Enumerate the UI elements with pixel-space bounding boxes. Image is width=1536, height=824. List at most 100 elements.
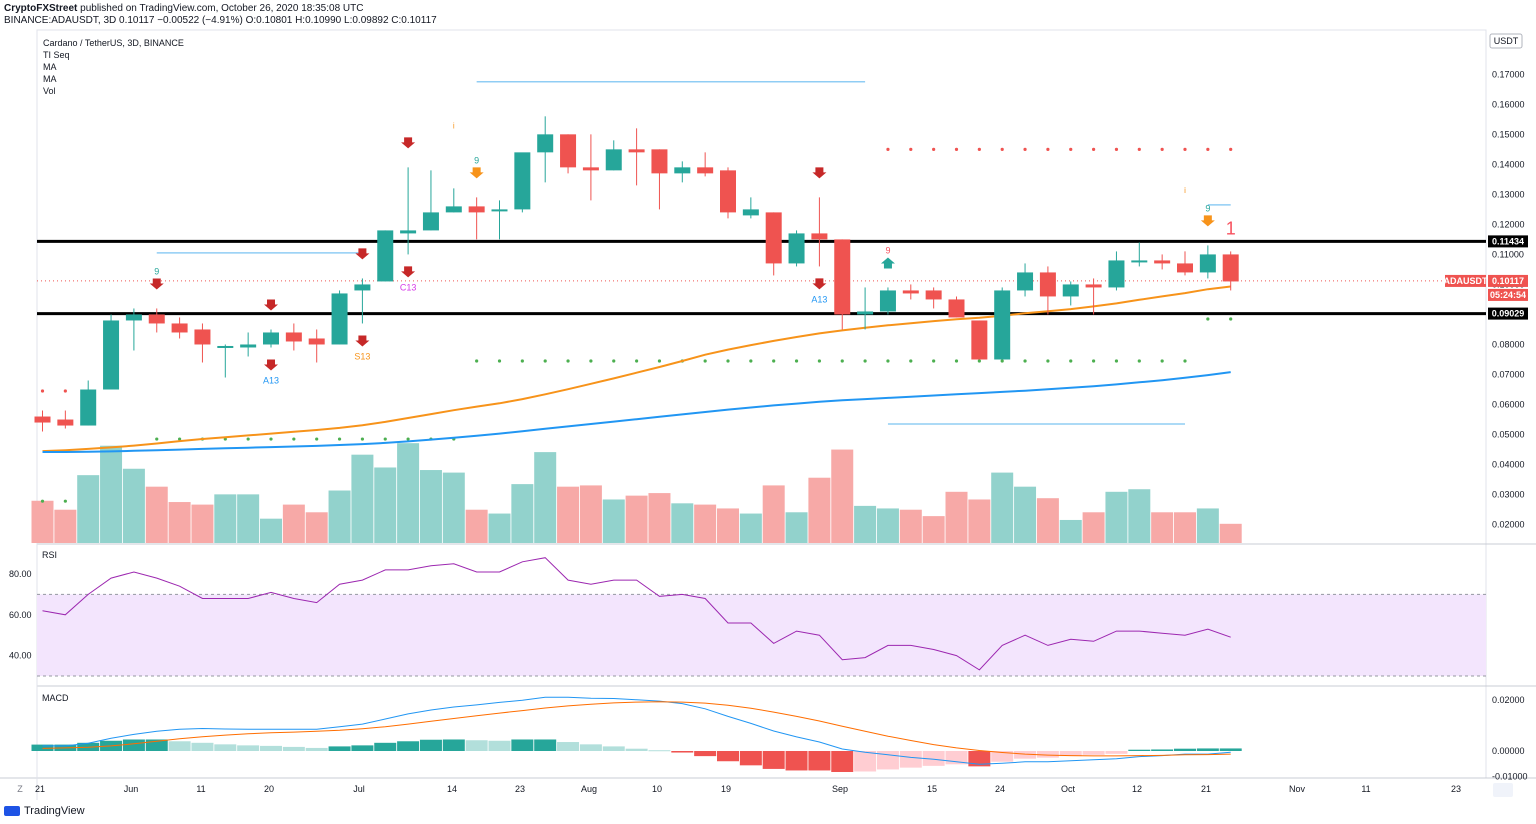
candle-body xyxy=(400,230,417,234)
sell-arrow-icon xyxy=(355,248,370,260)
tdst-dot-green xyxy=(406,437,410,441)
candle-body xyxy=(720,170,736,213)
macd-histogram-bar xyxy=(145,739,168,751)
volume-bar xyxy=(785,512,808,543)
macd-histogram-bar xyxy=(237,745,260,751)
time-tick-label: 20 xyxy=(264,784,274,794)
macd-histogram-bar xyxy=(854,751,877,772)
candle-body xyxy=(445,206,462,213)
tdst-dot-green xyxy=(1114,359,1119,363)
time-tick-label: 15 xyxy=(927,784,937,794)
current-price-tag: 0.10117 xyxy=(1492,276,1524,286)
macd-histogram-bar xyxy=(328,746,351,751)
tdst-dot-green xyxy=(246,437,250,441)
resistance-price-tag: 0.11434 xyxy=(1492,236,1524,246)
candle-body xyxy=(560,134,577,168)
price-tick-label: 0.02000 xyxy=(1492,520,1525,530)
macd-histogram-bar xyxy=(1036,751,1059,758)
candle-body xyxy=(1222,254,1239,282)
macd-histogram-bar xyxy=(511,739,534,751)
macd-histogram-bar xyxy=(419,739,442,751)
legend-ma-1[interactable]: MA xyxy=(43,62,57,72)
tdst-dot-green xyxy=(612,359,616,363)
tdst-dot-green xyxy=(977,359,981,363)
tdst-dot-green xyxy=(840,359,844,363)
sequential-count-label: 9 xyxy=(154,266,159,276)
macd-histogram-bar xyxy=(374,742,397,751)
candle-body xyxy=(491,209,508,212)
candle-body xyxy=(879,290,896,312)
macd-histogram-bar xyxy=(260,745,282,751)
volume-bar xyxy=(1014,486,1037,543)
tdst-dot-green xyxy=(635,359,639,363)
tdst-dot-green xyxy=(315,437,319,441)
macd-histogram-bar xyxy=(922,751,945,766)
legend-ma-2[interactable]: MA xyxy=(43,74,57,84)
macd-signal-line xyxy=(42,701,1231,757)
candle-body xyxy=(263,332,279,345)
tradingview-brand: TradingView xyxy=(24,805,85,817)
rsi-tick-label: 40.00 xyxy=(9,651,32,661)
sell-arrow-icon xyxy=(401,266,416,278)
tdst-dot-green xyxy=(589,359,593,363)
macd-histogram-bar xyxy=(968,751,991,767)
candle-body xyxy=(994,290,1011,360)
tdst-dot-green xyxy=(1183,359,1187,363)
tdst-dot-green xyxy=(383,437,387,441)
tradingview-logo[interactable]: TradingView xyxy=(4,805,85,817)
price-tick-label: 0.06000 xyxy=(1492,400,1525,410)
macd-histogram-bar xyxy=(671,751,694,753)
volume-bar xyxy=(54,509,77,543)
sequential-count-label: A13 xyxy=(263,375,279,385)
volume-bar xyxy=(534,452,557,543)
tdst-dot-green xyxy=(1206,317,1210,321)
macd-histogram-bar xyxy=(1151,749,1174,751)
time-tick-label: 10 xyxy=(652,784,662,794)
legend-vol[interactable]: Vol xyxy=(43,86,56,96)
candle-body xyxy=(697,167,714,174)
volume-bar xyxy=(602,499,625,543)
macd-line xyxy=(42,696,1231,765)
legend-ti-seq[interactable]: TI Seq xyxy=(43,50,70,60)
time-tick-label: 21 xyxy=(35,784,45,794)
author-name[interactable]: CryptoFXStreet xyxy=(4,3,78,14)
candle-body xyxy=(1085,284,1102,288)
candle-body xyxy=(1017,272,1034,291)
tdst-dot-green xyxy=(1046,359,1050,363)
volume-bar xyxy=(1196,508,1219,543)
tdst-dot-green xyxy=(360,437,364,441)
candle-body xyxy=(377,230,394,282)
candle-body xyxy=(605,149,622,171)
info-mark: i xyxy=(1184,186,1186,195)
macd-histogram-bar xyxy=(465,740,488,751)
volume-bar xyxy=(1082,512,1105,543)
time-tick-label: Jul xyxy=(353,784,365,794)
tdst-dot-green xyxy=(817,359,822,363)
volume-bar xyxy=(625,495,648,543)
candle-body xyxy=(1199,254,1216,273)
macd-histogram-bar xyxy=(1014,751,1037,759)
macd-histogram-bar xyxy=(1105,751,1128,754)
legend-title[interactable]: Cardano / TetherUS, 3D, BINANCE xyxy=(43,38,184,48)
volume-bar xyxy=(145,486,168,543)
volume-bar xyxy=(1036,498,1059,543)
volume-bar xyxy=(260,518,282,543)
volume-bar xyxy=(671,503,694,543)
count-label: 1 xyxy=(1226,218,1236,238)
macd-histogram-bar xyxy=(785,751,808,771)
tdst-dot-red xyxy=(1069,147,1073,151)
time-tick-label: 23 xyxy=(515,784,525,794)
tdst-dot-red xyxy=(1137,147,1141,151)
macd-histogram-bar xyxy=(899,751,922,768)
currency-label: USDT xyxy=(1494,36,1519,46)
candle-body xyxy=(628,149,645,153)
volume-bar xyxy=(31,500,54,543)
volume-bar xyxy=(1219,523,1242,543)
tdst-dot-green xyxy=(863,359,867,363)
time-tick-label: 24 xyxy=(995,784,1005,794)
macd-tick-label: -0.01000 xyxy=(1492,772,1528,782)
macd-histogram-bar xyxy=(1082,751,1105,755)
price-tick-label: 0.17000 xyxy=(1492,69,1525,79)
price-tick-label: 0.14000 xyxy=(1492,159,1525,169)
